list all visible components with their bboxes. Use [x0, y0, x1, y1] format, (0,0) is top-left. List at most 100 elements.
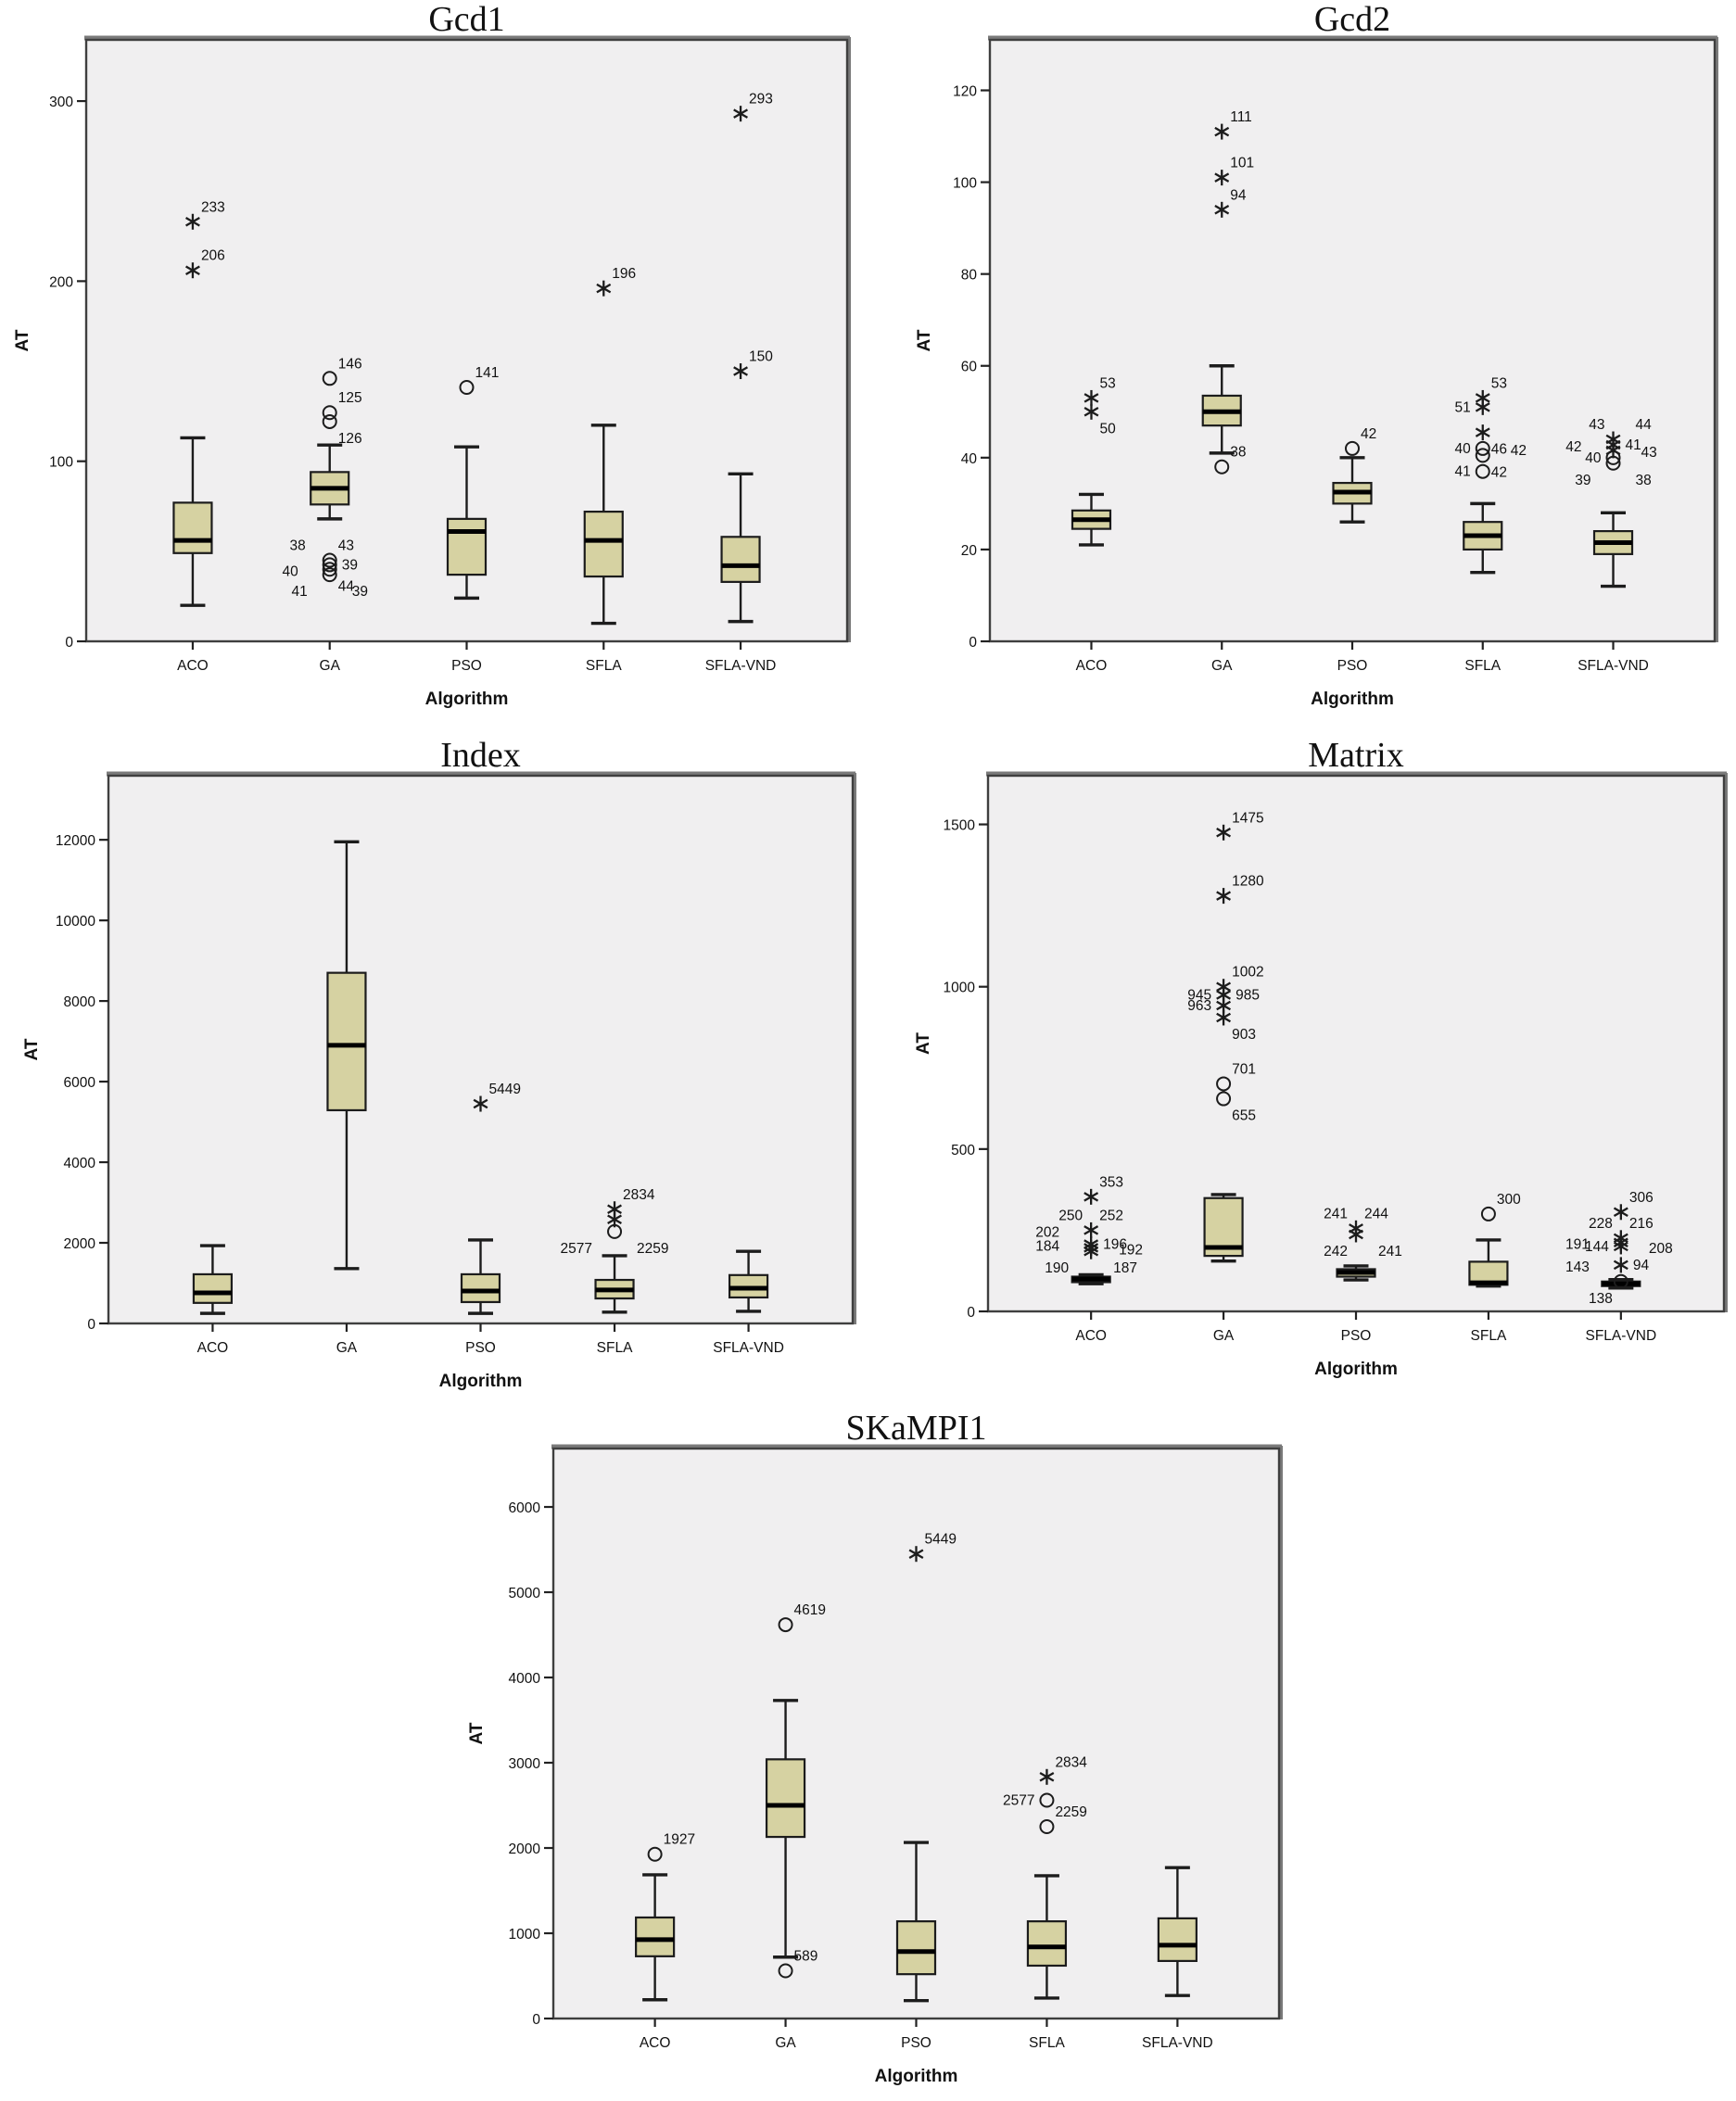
x-tick-label: SFLA-VND: [1578, 658, 1649, 674]
outlier-label: 39: [342, 557, 358, 573]
outlier-label: 202: [1035, 1224, 1059, 1240]
outlier-label: 1280: [1232, 874, 1264, 890]
outlier-label: 38: [289, 538, 305, 554]
outlier-circle: 300: [1480, 1192, 1521, 1221]
x-tick-label: PSO: [451, 658, 482, 674]
outlier-circle: 126: [322, 413, 362, 447]
outlier-label: 38: [1636, 473, 1652, 488]
x-tick-label: ACO: [640, 2035, 671, 2051]
y-tick-label: 10000: [56, 914, 95, 930]
x-tick-label: SFLA: [586, 658, 622, 674]
outlier-label: 5449: [489, 1082, 521, 1097]
outlier-circle: 2259: [1039, 1804, 1087, 1835]
outlier-label: 40: [282, 563, 298, 579]
box-plot-SFLA: [1468, 1238, 1509, 1288]
outlier-star: 46: [1475, 424, 1507, 458]
outlier-label: 903: [1232, 1027, 1256, 1043]
outlier-circle-marker: [1475, 440, 1490, 456]
outlier-label: 192: [1119, 1242, 1143, 1258]
outlier-circle-marker: [1475, 463, 1490, 479]
x-tick-label: SFLA: [1464, 658, 1501, 674]
y-tick-label: 3000: [509, 1756, 541, 1772]
box-plot-ACO: [192, 1244, 234, 1315]
outlier-label: 43: [1641, 445, 1657, 461]
outlier-label: 196: [612, 266, 636, 282]
outlier-label: 43: [1589, 417, 1604, 433]
outlier-label: 2577: [561, 1241, 592, 1257]
outlier-circle: 42: [1345, 426, 1376, 456]
outlier-star-marker: [1214, 172, 1230, 183]
y-tick-label: 1500: [944, 818, 976, 834]
box-plot-SFLA-VND: [728, 1249, 769, 1313]
outlier-star-marker: [607, 1204, 622, 1215]
x-tick-label: ACO: [197, 1340, 229, 1356]
outlier-star: 53: [1083, 375, 1116, 406]
y-tick-label: 0: [65, 635, 73, 651]
outlier-circle: 701: [1216, 1061, 1256, 1092]
outlier-star-marker: [1039, 1772, 1055, 1782]
outlier-label: 1475: [1232, 810, 1263, 826]
outlier-circle: 40: [1585, 449, 1621, 466]
outlier-label: 353: [1099, 1174, 1123, 1190]
outlier-star-marker: [1216, 828, 1232, 838]
outlier-circle: 38 43: [289, 538, 354, 568]
outlier-star: 143 94: [1565, 1257, 1649, 1275]
outlier-label: 144: [1585, 1239, 1609, 1255]
outlier-label: 4619: [794, 1602, 826, 1618]
outlier-star-marker: [733, 108, 748, 119]
outlier-label: 241: [1378, 1244, 1402, 1259]
y-tick-label: 0: [969, 635, 977, 651]
chart-title: Gcd1: [428, 0, 504, 39]
outlier-circle: 38: [1214, 445, 1246, 475]
y-tick-label: 12000: [56, 833, 95, 849]
iqr-box: [1157, 1917, 1197, 1963]
outlier-label: 1927: [664, 1832, 695, 1848]
outlier-star: 306: [1613, 1190, 1654, 1221]
outlier-label: 39: [1575, 473, 1590, 488]
outlier-star-marker: [1216, 1000, 1232, 1011]
x-tick-label: PSO: [1337, 658, 1368, 674]
x-tick-label: GA: [775, 2035, 796, 2051]
outlier-star-marker: [1216, 1012, 1232, 1023]
outlier-star-marker: [1216, 981, 1232, 992]
outlier-star: 233: [185, 199, 225, 230]
outlier-label: 94: [1230, 187, 1247, 203]
outlier-label: 228: [1589, 1216, 1613, 1232]
x-tick-label: GA: [336, 1340, 358, 1356]
outlier-circle-marker: [778, 1617, 793, 1633]
outlier-star-marker: [1613, 1207, 1628, 1218]
outlier-label: 126: [338, 431, 362, 447]
box-plot-ACO: [635, 1873, 676, 2002]
outlier-star: 963: [1187, 997, 1232, 1014]
outlier-star: 206: [185, 248, 225, 279]
outlier-star: 242 241: [1324, 1226, 1402, 1259]
outlier-circle-marker: [778, 1963, 793, 1979]
x-tick-label: GA: [320, 658, 341, 674]
outlier-circle: 589: [778, 1948, 817, 1979]
chart-gcd1: Gcd1 0 100 200 300 ACO GA PSO SFLA SFLA-VND AT Algo…: [13, 0, 851, 709]
x-tick-label: GA: [1211, 658, 1233, 674]
outlier-star: 2834: [1039, 1754, 1087, 1785]
x-tick-label: SFLA: [1029, 2035, 1065, 2051]
chart-title: SKaMPI1: [845, 1409, 986, 1448]
outlier-star-marker: [1214, 205, 1230, 215]
iqr-box: [895, 1920, 937, 1976]
outlier-label: 306: [1629, 1190, 1654, 1206]
outlier-star-marker: [1216, 990, 1232, 1000]
outlier-circle-marker: [322, 552, 337, 568]
y-tick-label: 2000: [64, 1236, 96, 1252]
outlier-circle-marker: [459, 380, 475, 396]
x-tick-label: SFLA-VND: [705, 658, 777, 674]
outlier-star: 150: [733, 349, 773, 380]
iqr-box: [446, 517, 488, 576]
outlier-label: 94: [1633, 1258, 1650, 1273]
outlier-star-marker: [607, 1214, 622, 1225]
x-tick-label: PSO: [1341, 1328, 1372, 1344]
y-tick-label: 1000: [509, 1927, 541, 1943]
outlier-circle: 4619: [778, 1602, 826, 1633]
outlier-circle: 41: [1455, 463, 1490, 480]
outlier-label: 293: [749, 92, 773, 108]
outlier-star-marker: [1083, 1192, 1099, 1202]
chart-gcd2: Gcd2 0 20 40 60 80 100 120 ACO GA PSO SFLA SFLA-VND A…: [915, 0, 1718, 709]
chart-skampi1: SKaMPI1 0 1000 2000 3000 4000 5000 6000 ACO GA PSO…: [467, 1409, 1283, 2086]
